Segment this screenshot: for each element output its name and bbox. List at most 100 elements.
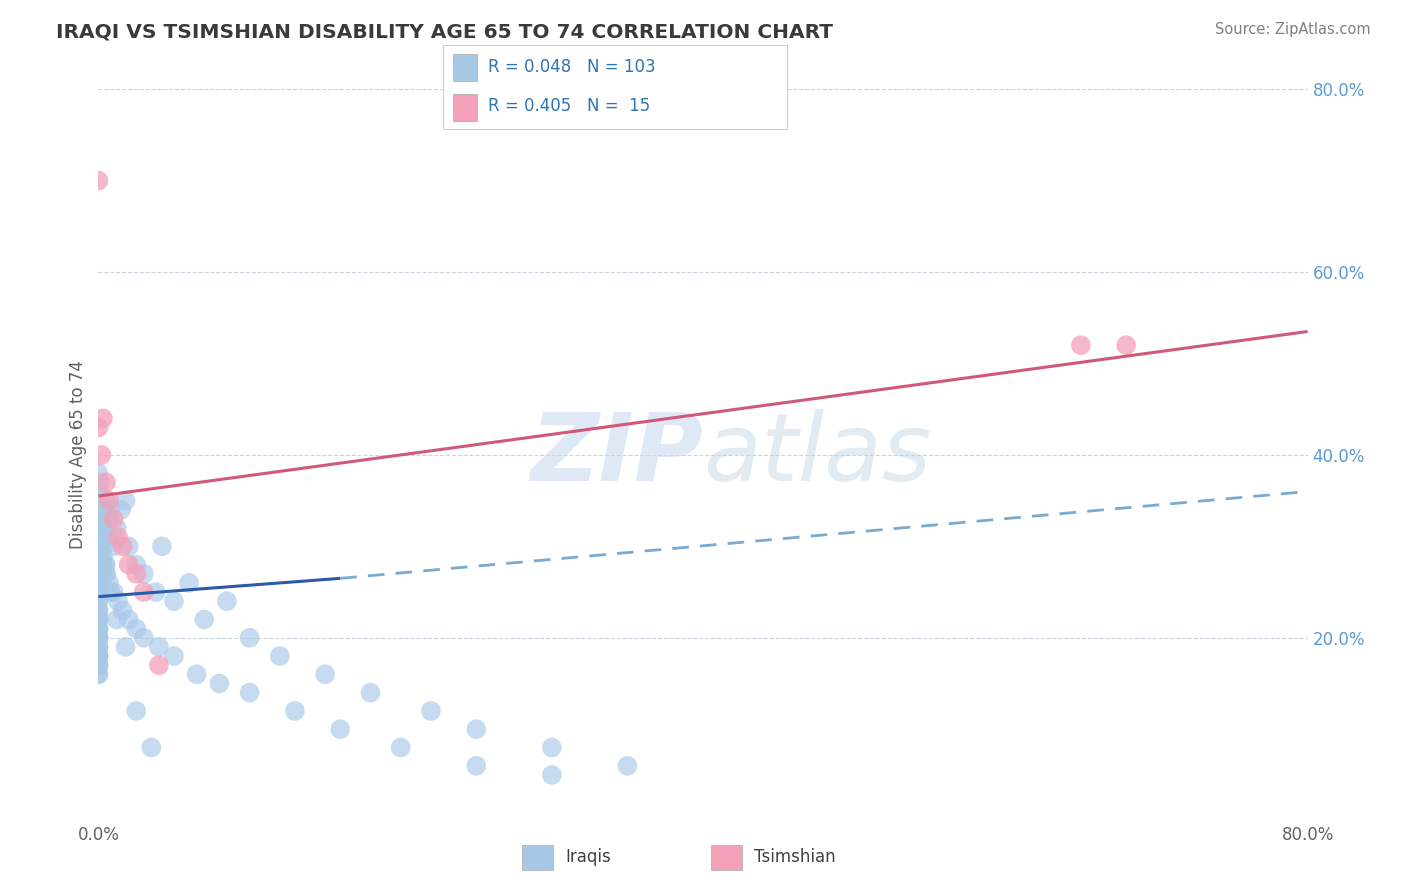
Point bbox=[91, 549, 114, 563]
Point bbox=[314, 667, 336, 681]
Point bbox=[87, 558, 110, 572]
FancyBboxPatch shape bbox=[522, 846, 554, 870]
Point bbox=[107, 594, 129, 608]
Point bbox=[132, 631, 155, 645]
Point bbox=[163, 649, 186, 664]
Point bbox=[118, 558, 141, 572]
Point bbox=[420, 704, 443, 718]
Point bbox=[208, 676, 231, 690]
Point bbox=[114, 640, 136, 654]
Point bbox=[87, 484, 110, 499]
Text: ZIP: ZIP bbox=[530, 409, 703, 501]
Point bbox=[89, 521, 111, 535]
Point bbox=[87, 585, 110, 599]
Point bbox=[87, 603, 110, 617]
Point bbox=[1070, 338, 1092, 352]
Point bbox=[87, 640, 110, 654]
Point bbox=[87, 667, 110, 681]
Text: Iraqis: Iraqis bbox=[565, 848, 612, 866]
Point bbox=[389, 740, 412, 755]
Point bbox=[103, 539, 125, 553]
Point bbox=[89, 566, 111, 581]
Point bbox=[87, 622, 110, 636]
Point bbox=[87, 640, 110, 654]
Point bbox=[540, 740, 562, 755]
Point bbox=[118, 613, 141, 627]
Point bbox=[89, 475, 111, 490]
Point bbox=[105, 521, 128, 535]
Point bbox=[96, 530, 118, 544]
Point bbox=[465, 723, 488, 737]
Point bbox=[111, 539, 134, 553]
Point bbox=[148, 658, 170, 673]
Point bbox=[90, 558, 112, 572]
Point bbox=[107, 530, 129, 544]
Point bbox=[87, 539, 110, 553]
Point bbox=[87, 649, 110, 664]
Point bbox=[111, 603, 134, 617]
Point bbox=[616, 758, 638, 772]
Point bbox=[87, 649, 110, 664]
Point bbox=[91, 411, 114, 425]
Point bbox=[145, 585, 167, 599]
Point bbox=[89, 539, 111, 553]
FancyBboxPatch shape bbox=[453, 94, 478, 120]
Point bbox=[87, 603, 110, 617]
Point bbox=[87, 631, 110, 645]
Point bbox=[94, 566, 117, 581]
Point bbox=[87, 521, 110, 535]
Text: IRAQI VS TSIMSHIAN DISABILITY AGE 65 TO 74 CORRELATION CHART: IRAQI VS TSIMSHIAN DISABILITY AGE 65 TO … bbox=[56, 22, 834, 41]
Point bbox=[93, 558, 115, 572]
Point bbox=[87, 631, 110, 645]
Point bbox=[125, 558, 148, 572]
Point bbox=[125, 704, 148, 718]
Point bbox=[94, 558, 117, 572]
Point bbox=[87, 622, 110, 636]
Point bbox=[87, 667, 110, 681]
Point bbox=[179, 576, 201, 591]
Point bbox=[87, 640, 110, 654]
Point bbox=[87, 613, 110, 627]
Point bbox=[215, 594, 238, 608]
Point bbox=[87, 512, 110, 526]
Point bbox=[87, 658, 110, 673]
Point bbox=[87, 622, 110, 636]
Point bbox=[98, 576, 121, 591]
FancyBboxPatch shape bbox=[453, 54, 478, 81]
Point bbox=[90, 530, 112, 544]
Point bbox=[150, 539, 173, 553]
Point bbox=[239, 631, 262, 645]
Point bbox=[89, 549, 111, 563]
Text: atlas: atlas bbox=[703, 409, 931, 500]
Point bbox=[87, 420, 110, 434]
Point bbox=[103, 585, 125, 599]
Point bbox=[98, 512, 121, 526]
Point bbox=[87, 566, 110, 581]
Point bbox=[87, 631, 110, 645]
Point bbox=[125, 622, 148, 636]
Point bbox=[540, 768, 562, 782]
Point bbox=[89, 585, 111, 599]
Point bbox=[90, 512, 112, 526]
Point bbox=[103, 512, 125, 526]
Point bbox=[87, 585, 110, 599]
Point bbox=[87, 594, 110, 608]
Point bbox=[90, 448, 112, 462]
Point bbox=[87, 631, 110, 645]
Point bbox=[87, 576, 110, 591]
Point bbox=[87, 493, 110, 508]
Point bbox=[186, 667, 208, 681]
Point bbox=[91, 503, 114, 517]
Point bbox=[91, 558, 114, 572]
Text: Tsimshian: Tsimshian bbox=[754, 848, 835, 866]
Point bbox=[87, 530, 110, 544]
Point bbox=[105, 613, 128, 627]
Point bbox=[360, 686, 382, 700]
Point bbox=[98, 493, 121, 508]
Point bbox=[132, 566, 155, 581]
Point bbox=[110, 503, 132, 517]
Point bbox=[87, 613, 110, 627]
Point bbox=[93, 521, 115, 535]
Point bbox=[465, 758, 488, 772]
Point bbox=[114, 493, 136, 508]
